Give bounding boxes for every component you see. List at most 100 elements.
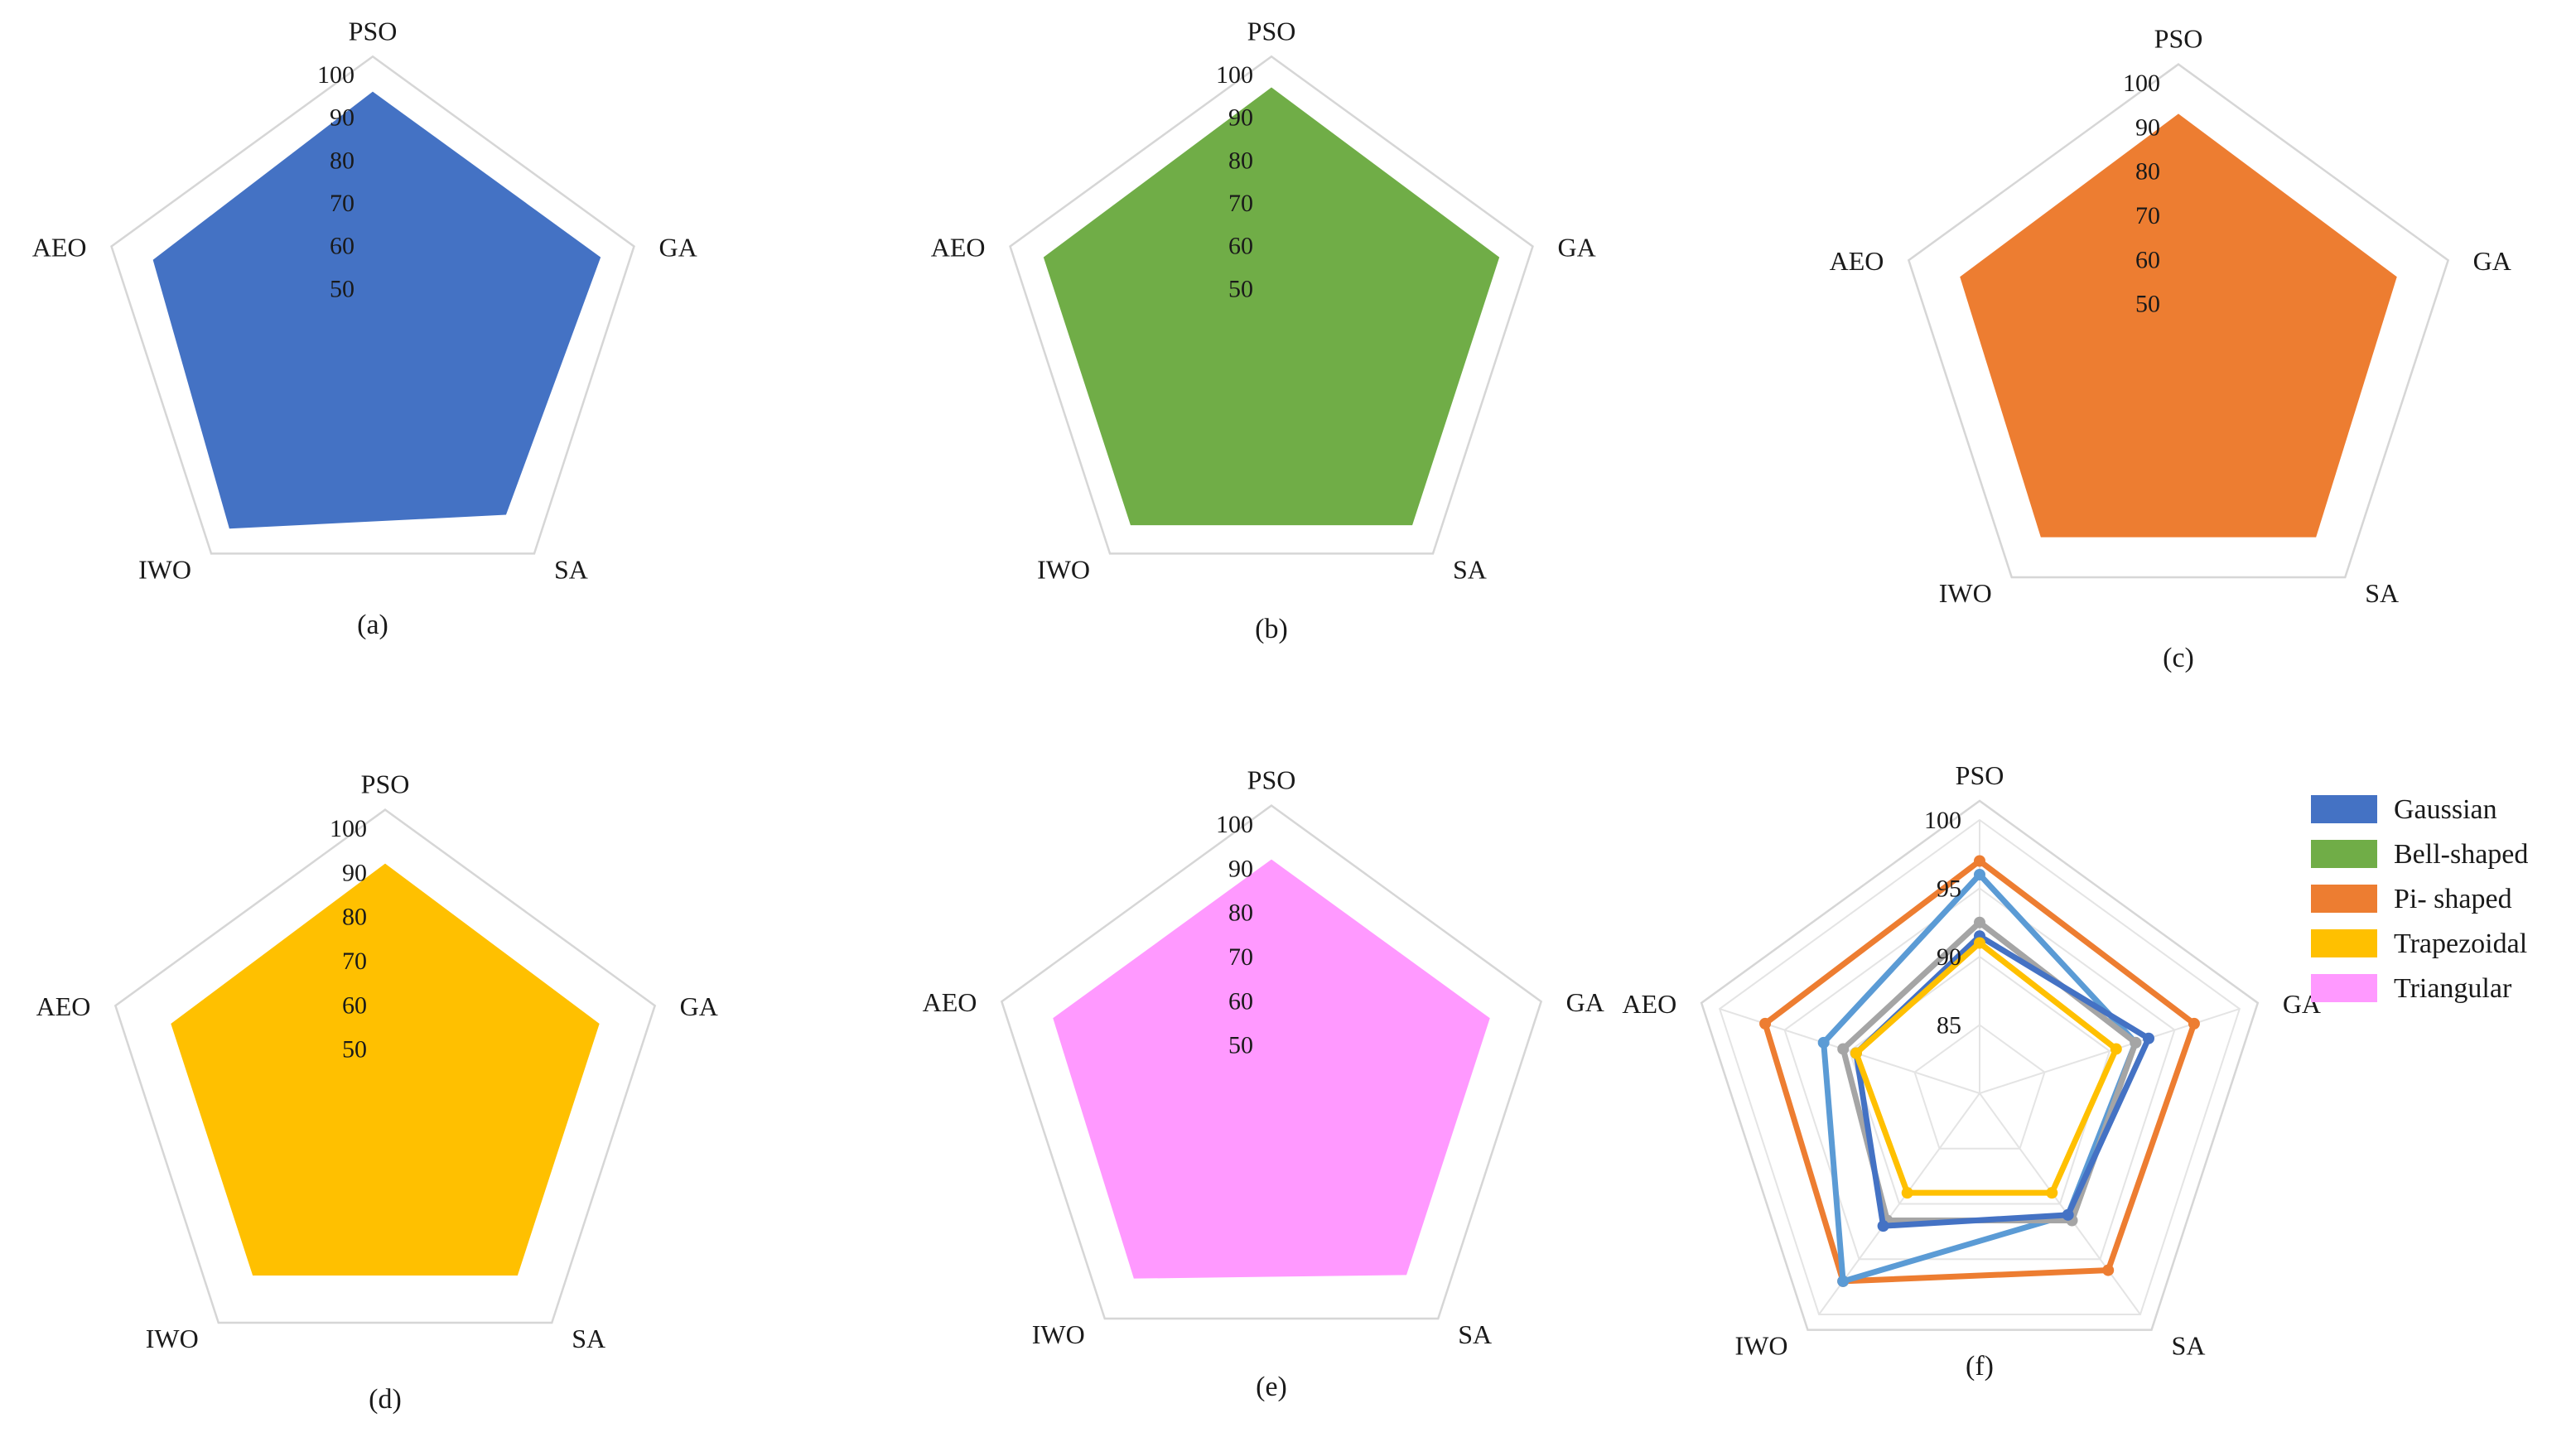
radar-panel-a: 50 60 70 80 90 100 PSO GA SA IWO AEO (a)	[32, 16, 697, 640]
series-point	[1974, 869, 1985, 880]
series-point	[1974, 855, 1985, 867]
legend-item: Gaussian	[2311, 794, 2497, 825]
tick-label: 100	[1924, 807, 1961, 834]
tick-label: 80	[2135, 158, 2160, 186]
tick-label: 60	[330, 233, 355, 260]
panel-caption: (c)	[2163, 643, 2194, 673]
legend-swatch	[2311, 885, 2377, 913]
axis-label-pso: PSO	[361, 769, 410, 799]
axis-label-iwo: IWO	[1032, 1319, 1085, 1349]
tick-label: 100	[1216, 61, 1253, 89]
axis-label-aeo: AEO	[1830, 246, 1884, 276]
tick-label: 90	[1228, 104, 1253, 132]
series-polygon	[1043, 87, 1500, 526]
panel-caption: (b)	[1255, 614, 1288, 644]
axis-label-iwo: IWO	[146, 1324, 199, 1353]
radar-frame	[1700, 799, 2260, 1331]
tick-label: 60	[1228, 987, 1253, 1015]
tick-label: 70	[330, 190, 355, 217]
axis-label-aeo: AEO	[32, 232, 87, 262]
axis-label-pso: PSO	[1247, 765, 1296, 795]
axis-label-ga: GA	[680, 991, 718, 1021]
legend-label: Gaussian	[2394, 794, 2497, 825]
legend: Gaussian Bell-shaped Pi- shaped Trapezoidal…	[2311, 794, 2528, 1004]
axis-label-aeo: AEO	[1622, 989, 1676, 1019]
tick-label: 85	[1937, 1012, 1961, 1039]
legend-item: Bell-shaped	[2311, 839, 2528, 870]
series-polygon	[1960, 113, 2397, 538]
tick-label: 70	[1228, 190, 1253, 217]
axis-label-iwo: IWO	[138, 554, 191, 584]
legend-item: Triangular	[2311, 973, 2512, 1004]
series-point	[2188, 1017, 2200, 1030]
panel-caption: (e)	[1256, 1372, 1287, 1402]
tick-label: 60	[2135, 246, 2160, 273]
tick-label: 70	[342, 948, 367, 975]
legend-swatch	[2311, 795, 2377, 823]
axis-label-sa: SA	[2365, 578, 2399, 608]
axis-label-iwo: IWO	[1037, 554, 1090, 584]
tick-label: 50	[342, 1036, 367, 1063]
series-point	[2110, 1043, 2122, 1055]
legend-swatch	[2311, 840, 2377, 868]
axis-label-ga: GA	[658, 232, 697, 262]
tick-label: 80	[342, 904, 367, 931]
tick-label: 50	[330, 275, 355, 302]
tick-label: 80	[1228, 899, 1253, 927]
tick-label: 90	[342, 859, 367, 886]
grid-ring	[1913, 1024, 2046, 1150]
tick-label: 60	[342, 991, 367, 1019]
tick-label: 50	[1228, 275, 1253, 302]
series-polygon	[1853, 940, 2120, 1196]
tick-label: 80	[1228, 147, 1253, 174]
panel-caption: (a)	[357, 610, 388, 640]
series-polygon	[1053, 859, 1490, 1279]
tick-label: 50	[2135, 291, 2160, 318]
series-polygon	[152, 91, 601, 529]
series-point	[2143, 1032, 2155, 1044]
radar-frame	[110, 55, 635, 555]
grid-ring	[1783, 887, 2176, 1261]
axis-label-sa: SA	[554, 554, 588, 584]
radar-panel-b: 50 60 70 80 90 100 PSO GA SA IWO AEO (b)	[931, 16, 1596, 644]
series-point	[2062, 1208, 2074, 1221]
series-point	[1759, 1017, 1772, 1030]
legend-label: Bell-shaped	[2394, 839, 2528, 870]
axis-label-sa: SA	[1458, 1319, 1492, 1349]
grid-ring	[1718, 818, 2241, 1315]
series-point	[2102, 1264, 2115, 1276]
series-polygon	[1840, 919, 2139, 1224]
axis-label-sa: SA	[2172, 1331, 2206, 1361]
axis-label-pso: PSO	[349, 16, 398, 46]
radar-frame	[1000, 804, 1543, 1320]
tick-label: 95	[1937, 875, 1961, 903]
legend-item: Pi- shaped	[2311, 884, 2512, 914]
series-point	[2130, 1036, 2142, 1049]
series-polygon	[171, 863, 600, 1276]
radar-panel-c: 50 60 70 80 90 100 PSO GA SA IWO AEO (c)	[1830, 24, 2511, 673]
tick-label: 90	[330, 104, 355, 132]
axis-label-iwo: IWO	[1939, 578, 1992, 608]
legend-label: Trapezoidal	[2394, 928, 2527, 959]
radar-frame	[1009, 55, 1534, 555]
tick-label: 90	[1228, 855, 1253, 882]
series-point	[1850, 1047, 1862, 1059]
axis-label-iwo: IWO	[1734, 1331, 1787, 1361]
tick-label: 100	[2123, 70, 2160, 97]
axis-label-aeo: AEO	[923, 987, 977, 1017]
series-point	[2046, 1187, 2058, 1199]
series-point	[1877, 1220, 1889, 1232]
axis-label-ga: GA	[2473, 246, 2511, 276]
radar-frame	[113, 808, 657, 1324]
panel-caption: (f)	[1966, 1351, 1994, 1382]
axis-label-aeo: AEO	[931, 232, 986, 262]
tick-label: 90	[2135, 113, 2160, 141]
axis-label-aeo: AEO	[36, 991, 91, 1021]
series-point	[1837, 1043, 1850, 1055]
legend-swatch	[2311, 974, 2377, 1002]
tick-label: 60	[1228, 233, 1253, 260]
tick-label: 100	[1216, 811, 1253, 838]
axis-label-ga: GA	[1557, 232, 1595, 262]
series-polygon	[1762, 858, 2197, 1285]
